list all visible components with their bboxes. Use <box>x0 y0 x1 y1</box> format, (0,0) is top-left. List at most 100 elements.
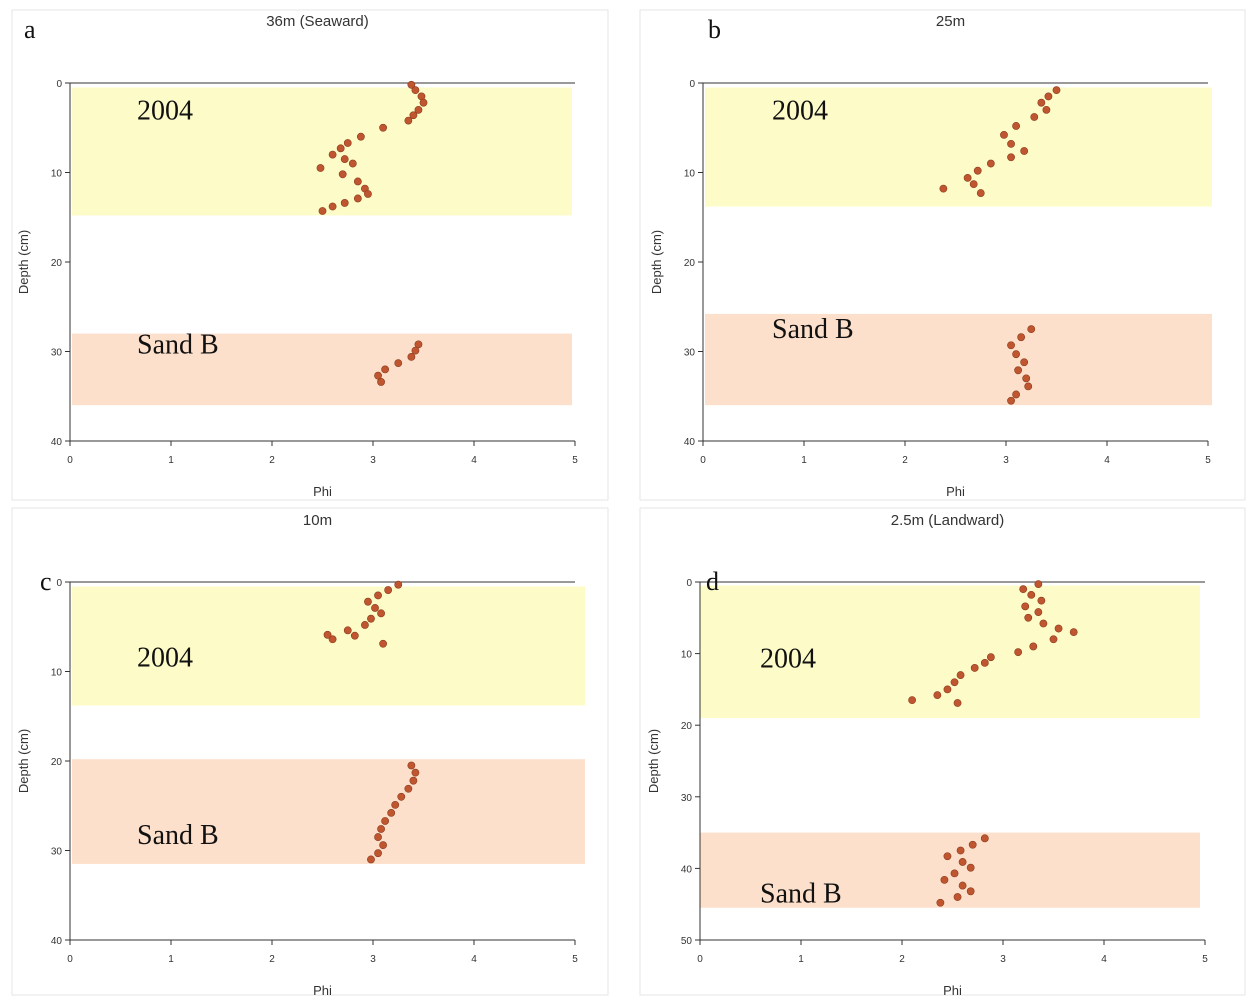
band-sand-b <box>72 759 585 864</box>
data-point <box>1007 139 1015 148</box>
band-label-sand-b: Sand B <box>760 879 842 910</box>
data-point <box>958 881 967 890</box>
y-axis-title: Depth (cm) <box>649 230 664 294</box>
x-tick-label: 4 <box>471 954 477 965</box>
data-point <box>409 111 418 120</box>
data-point <box>381 817 390 825</box>
data-point <box>950 869 959 878</box>
data-point <box>936 898 945 907</box>
x-tick-label: 3 <box>1000 954 1006 965</box>
x-tick-label: 0 <box>700 455 706 466</box>
x-tick-label: 4 <box>471 455 477 466</box>
data-point <box>379 841 387 850</box>
x-tick-label: 0 <box>67 954 73 965</box>
data-point <box>377 378 385 386</box>
x-tick-label: 2 <box>899 954 905 965</box>
band-2004 <box>72 87 572 216</box>
data-point <box>1017 333 1026 342</box>
data-point <box>414 340 423 349</box>
band-sand-b <box>700 832 1200 908</box>
x-tick-label: 5 <box>572 954 578 965</box>
x-tick-label: 2 <box>902 455 908 466</box>
data-point <box>391 800 400 809</box>
panel-frame <box>11 9 609 501</box>
x-tick-label: 1 <box>798 954 804 965</box>
y-tick-label: 30 <box>51 348 63 359</box>
data-point <box>1037 596 1046 605</box>
panel-title: 36m (Seaward) <box>266 13 369 30</box>
data-point <box>1029 642 1038 651</box>
x-tick-label: 1 <box>801 455 807 466</box>
data-point <box>407 761 416 770</box>
data-point <box>356 132 365 141</box>
data-point <box>364 597 372 606</box>
data-point <box>367 614 375 623</box>
panel-frame <box>639 507 1246 996</box>
data-point <box>943 685 952 694</box>
x-tick-label: 3 <box>370 455 376 466</box>
data-point <box>1021 602 1030 611</box>
x-tick-label: 0 <box>697 954 703 965</box>
y-tick-label: 30 <box>684 348 696 359</box>
data-point <box>407 80 416 89</box>
y-tick-label: 10 <box>681 650 693 661</box>
data-point <box>364 190 372 198</box>
panel-letter: a <box>24 15 36 44</box>
x-axis-title: Phi <box>313 484 332 499</box>
y-tick-label: 20 <box>681 721 693 732</box>
y-tick-label: 40 <box>51 437 63 448</box>
y-tick-label: 40 <box>51 936 63 947</box>
data-point <box>338 170 347 179</box>
data-point <box>980 659 989 667</box>
panel-title: 10m <box>303 512 332 529</box>
band-label-sand-b: Sand B <box>137 820 219 851</box>
data-point <box>394 359 403 368</box>
y-tick-label: 50 <box>681 936 693 947</box>
band-2004 <box>72 586 585 706</box>
y-tick-label: 0 <box>56 79 62 90</box>
data-point <box>1012 350 1020 359</box>
data-point <box>374 849 382 858</box>
data-point <box>1049 635 1058 644</box>
band-label-sand-b: Sand B <box>772 314 854 345</box>
data-point <box>414 105 423 114</box>
data-point <box>966 887 975 896</box>
data-point <box>1052 86 1061 95</box>
data-point <box>956 671 965 679</box>
y-tick-label: 30 <box>51 847 63 858</box>
data-point <box>1027 590 1036 599</box>
data-point <box>397 792 406 801</box>
panel-letter: c <box>40 567 52 596</box>
data-point <box>973 166 982 175</box>
data-point <box>381 365 390 374</box>
data-point <box>353 194 362 203</box>
x-axis-title: Phi <box>313 983 332 998</box>
data-point <box>348 159 357 168</box>
data-point <box>379 123 387 132</box>
band-label-2004: 2004 <box>760 644 816 675</box>
band-label-2004: 2004 <box>137 642 193 673</box>
x-tick-label: 0 <box>67 455 73 466</box>
data-point <box>343 626 352 635</box>
data-point <box>969 180 978 189</box>
data-point <box>970 664 979 672</box>
y-tick-label: 10 <box>51 668 63 679</box>
data-point <box>1030 113 1039 121</box>
data-point <box>353 177 362 186</box>
data-point <box>336 144 345 153</box>
data-point <box>394 580 403 589</box>
y-axis-title: Depth (cm) <box>16 729 31 793</box>
data-point <box>379 639 387 648</box>
x-tick-label: 5 <box>1205 455 1211 466</box>
data-point <box>933 691 942 700</box>
data-point <box>411 86 420 95</box>
x-tick-label: 5 <box>572 455 578 466</box>
x-tick-label: 1 <box>168 455 174 466</box>
band-sand-b <box>72 333 572 406</box>
panel-title: 2.5m (Landward) <box>891 512 1004 529</box>
y-tick-label: 0 <box>686 578 692 589</box>
data-point <box>1069 628 1078 637</box>
data-point <box>1034 608 1043 616</box>
